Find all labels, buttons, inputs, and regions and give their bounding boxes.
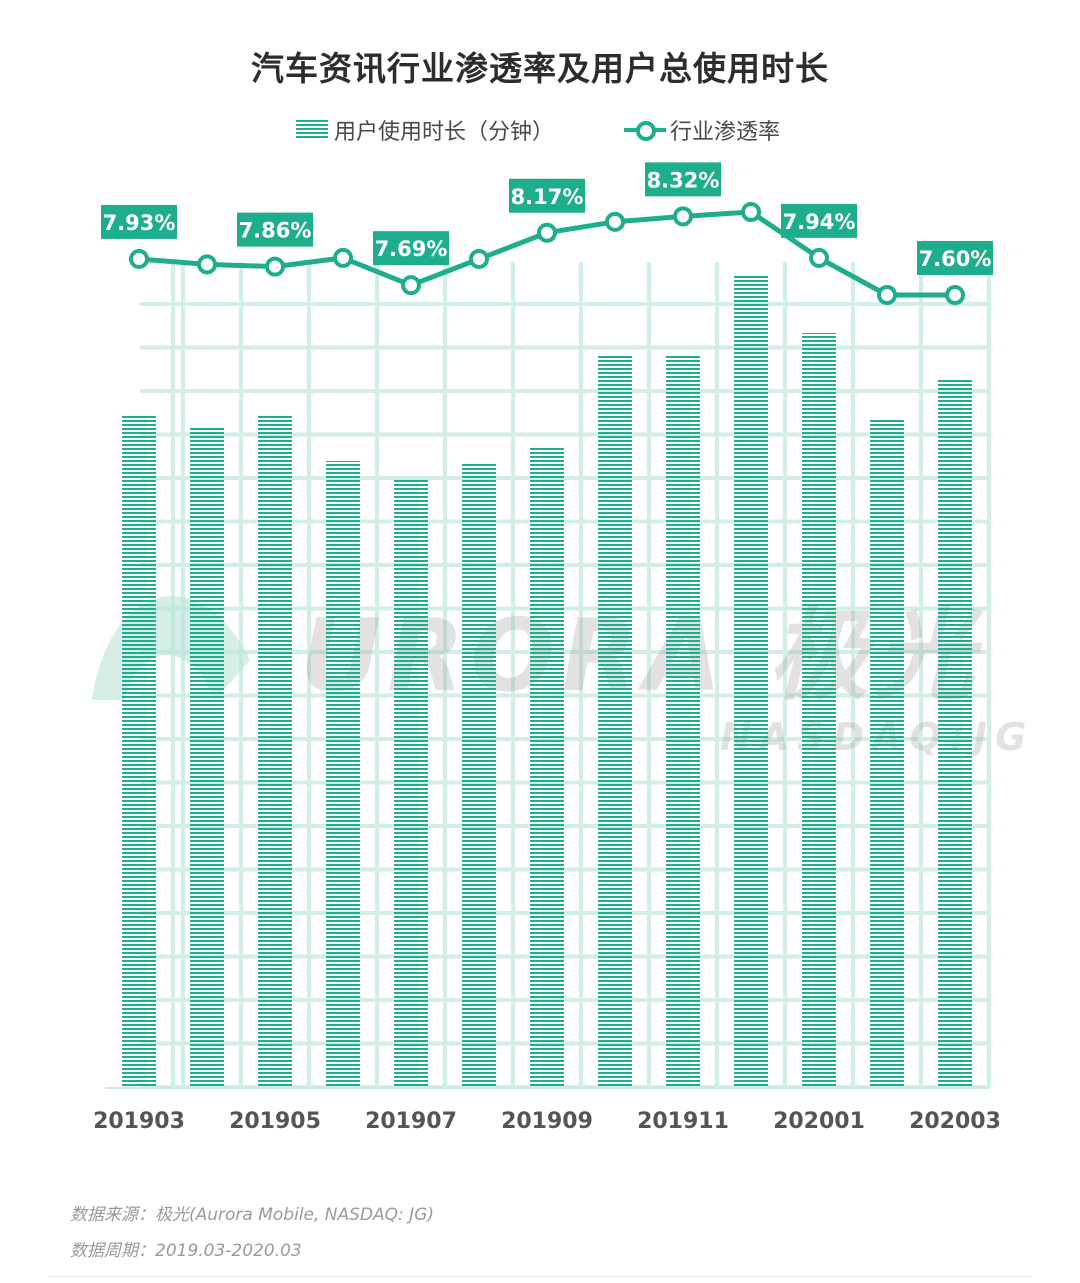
x-tick-201903: 201903 xyxy=(93,1109,185,1134)
penetration-point-201905 xyxy=(265,256,285,277)
footer-divider xyxy=(48,1276,1032,1277)
x-tick-202003: 202003 xyxy=(909,1109,1001,1134)
bar-201909 xyxy=(530,448,564,1087)
data-label-201907: 7.69% xyxy=(375,237,448,261)
bar-201907 xyxy=(394,480,428,1087)
data-labels: 7.93% 7.86% 7.69% 8.17% 8.32% 7.94% 7.60% xyxy=(101,162,993,275)
legend-line-swatch xyxy=(624,120,666,141)
footer-source: 数据来源：极光(Aurora Mobile, NASDAQ: JG) xyxy=(70,1205,434,1225)
bar-201910 xyxy=(598,354,632,1087)
x-tick-202001: 202001 xyxy=(773,1109,865,1134)
bar-201912 xyxy=(734,276,768,1087)
data-label-201909: 8.17% xyxy=(511,185,584,209)
x-tick-201909: 201909 xyxy=(501,1109,593,1134)
legend-label-duration: 用户使用时长（分钟） xyxy=(334,120,555,145)
penetration-point-201903 xyxy=(129,248,149,269)
data-label-201911: 8.32% xyxy=(647,168,720,192)
penetration-point-201911 xyxy=(673,206,693,227)
data-label-202001: 7.94% xyxy=(783,210,856,234)
data-label-box-202003 xyxy=(917,241,993,275)
data-label-box-201909 xyxy=(509,178,585,213)
data-label-202003: 7.60% xyxy=(919,247,992,271)
data-label-201903: 7.93% xyxy=(103,211,176,235)
bar-202003 xyxy=(938,379,972,1087)
legend-item-duration: 用户使用时长（分钟） xyxy=(296,112,554,148)
bar-201904 xyxy=(190,428,224,1087)
bar-201905 xyxy=(258,414,292,1087)
bar-202002 xyxy=(870,420,904,1087)
penetration-point-201910 xyxy=(605,211,625,232)
penetration-point-202003 xyxy=(945,285,965,305)
bar-201906 xyxy=(326,461,360,1087)
x-tick-201907: 201907 xyxy=(365,1109,457,1134)
bar-202001 xyxy=(802,333,836,1087)
x-axis: 201903 201905 201907 201909 201911 202001 2020… xyxy=(93,1109,1001,1134)
penetration-point-201904 xyxy=(197,254,217,275)
penetration-point-202002 xyxy=(877,285,897,305)
grid xyxy=(105,262,991,1089)
legend: 用户使用时长（分钟） 行业渗透率 xyxy=(0,112,1080,148)
x-tick-201905: 201905 xyxy=(229,1109,321,1134)
penetration-line xyxy=(129,202,965,305)
penetration-point-201912 xyxy=(741,202,761,222)
data-label-box-201907 xyxy=(373,231,449,266)
penetration-point-201906 xyxy=(333,247,353,268)
bars xyxy=(122,276,972,1087)
bar-201903 xyxy=(122,414,156,1087)
legend-bar-swatch xyxy=(296,120,328,140)
data-label-box-201905 xyxy=(237,212,313,247)
penetration-point-201907 xyxy=(401,275,421,296)
penetration-point-201908 xyxy=(469,248,489,269)
penetration-point-202001 xyxy=(809,247,829,268)
bar-201908 xyxy=(462,463,496,1087)
penetration-point-201909 xyxy=(537,222,557,243)
data-label-box-201903 xyxy=(101,204,177,239)
data-label-201905: 7.86% xyxy=(239,219,312,243)
footer-period: 数据周期：2019.03-2020.03 xyxy=(70,1241,302,1261)
data-label-box-202001 xyxy=(781,203,857,238)
legend-label-penetration: 行业渗透率 xyxy=(670,120,781,145)
chart-title: 汽车资讯行业渗透率及用户总使用时长 xyxy=(251,49,829,88)
legend-item-penetration: 行业渗透率 xyxy=(624,112,780,148)
x-tick-201911: 201911 xyxy=(637,1109,729,1134)
data-label-box-201911 xyxy=(645,162,721,197)
bar-201911 xyxy=(666,354,700,1087)
